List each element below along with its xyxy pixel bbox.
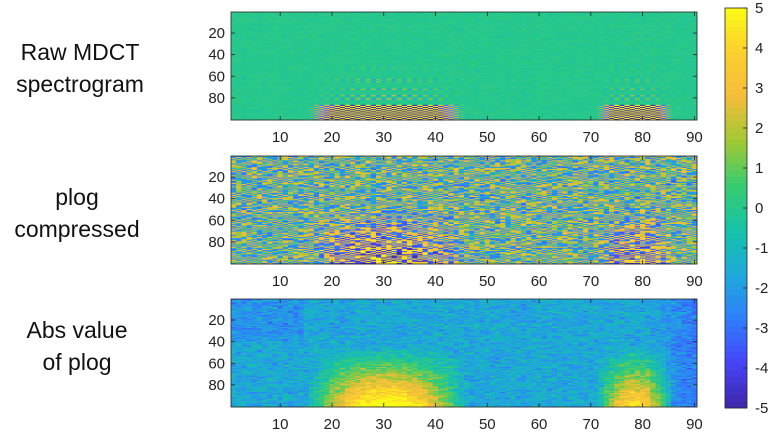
heatmap-raw-mdct: 10 20 30 40 50 60 70 80 9020406080 [208,12,702,146]
